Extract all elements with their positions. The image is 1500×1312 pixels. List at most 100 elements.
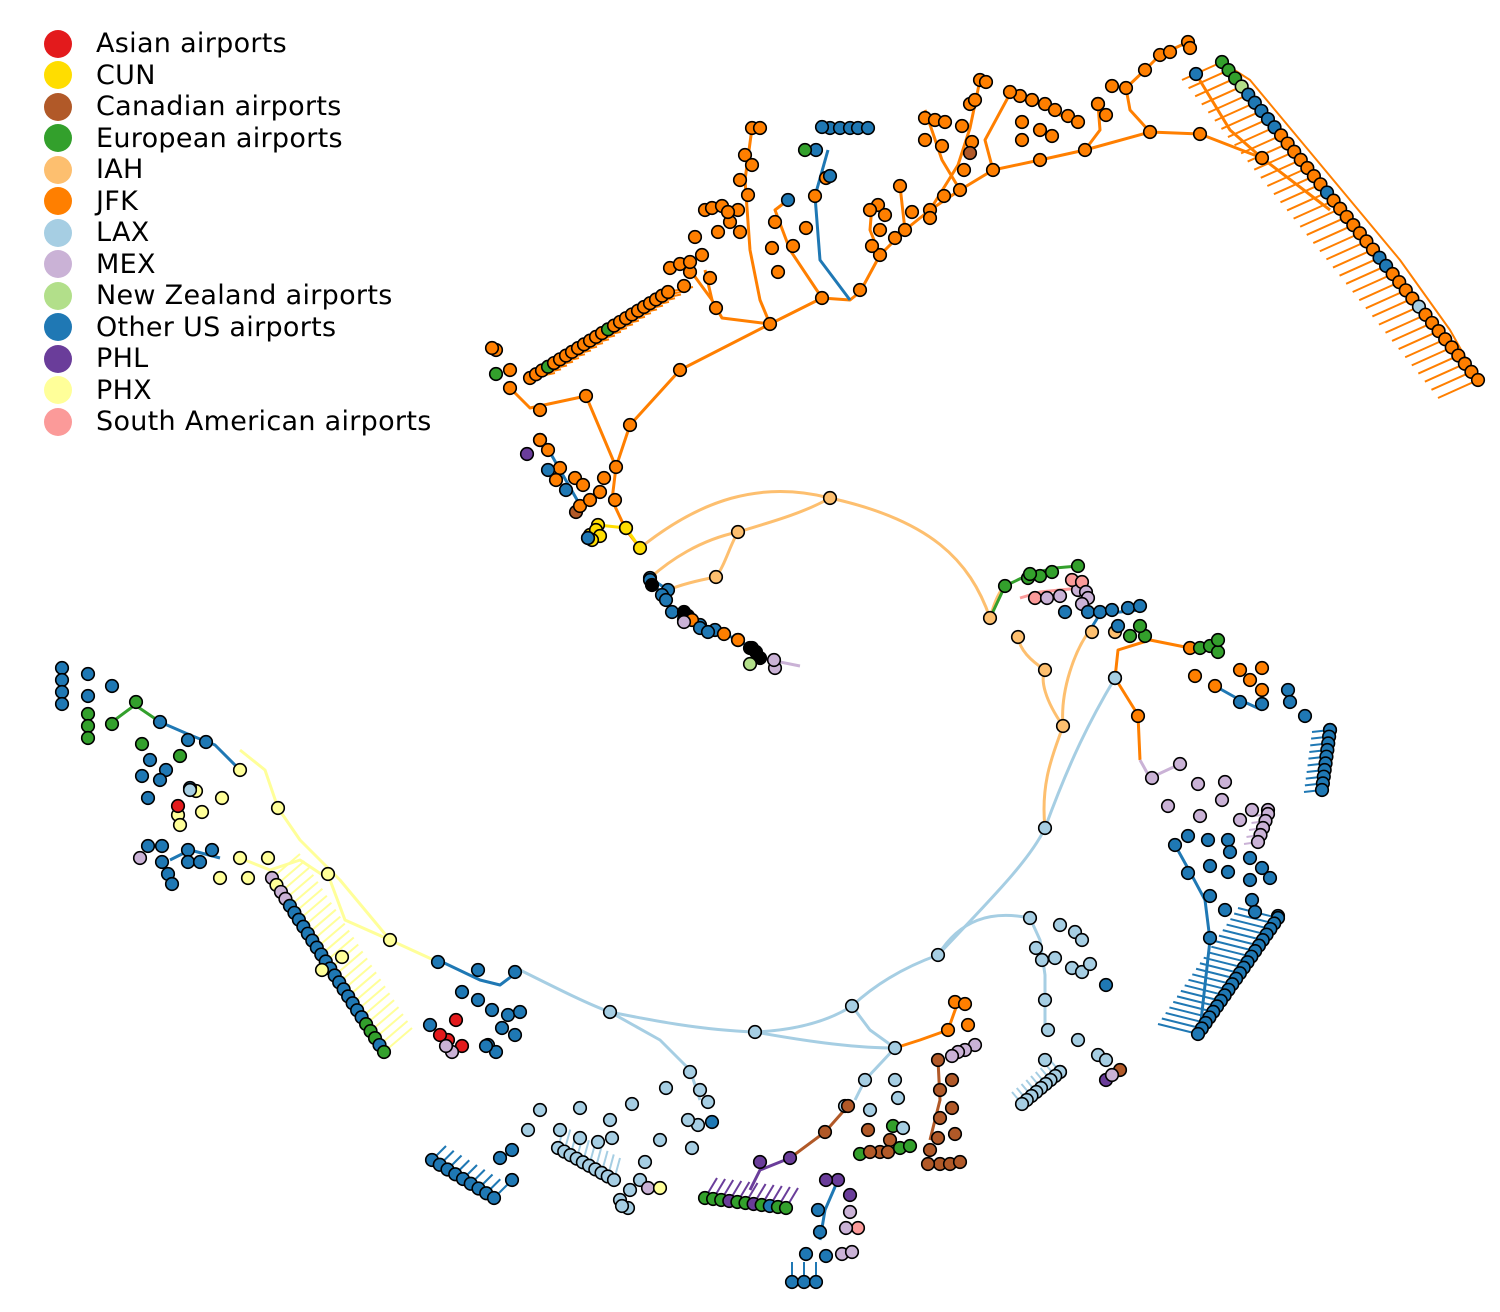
tree-node <box>604 1130 620 1146</box>
tree-node <box>1217 902 1233 918</box>
tree-branch <box>737 496 831 534</box>
tree-branch <box>1358 281 1400 302</box>
tree-branch <box>1365 289 1407 310</box>
tree-node <box>1032 152 1048 168</box>
tree-node <box>676 614 692 630</box>
tree-branch <box>853 1046 897 1101</box>
tree-node <box>1210 644 1226 660</box>
tree-node <box>484 340 500 356</box>
tree-branch <box>894 1001 960 1050</box>
tree-node <box>1024 92 1040 108</box>
tree-node <box>1282 694 1298 710</box>
tree-node <box>1092 604 1108 620</box>
tree-node <box>622 1182 638 1198</box>
tree-node <box>582 492 598 508</box>
tree-node <box>737 147 753 163</box>
legend-item: New Zealand airports <box>44 280 432 312</box>
tree-branch <box>1253 150 1295 171</box>
tree-node <box>504 1142 520 1158</box>
tree-branch <box>1339 256 1380 277</box>
tree-node <box>232 850 248 866</box>
tree-branch <box>754 1030 896 1050</box>
legend-swatch <box>44 187 72 216</box>
tree-node <box>814 290 830 306</box>
tree-branch <box>1240 134 1282 155</box>
tree-node <box>1077 142 1093 158</box>
tree-node <box>520 1122 536 1138</box>
tree-node <box>982 610 998 626</box>
tree-node <box>1242 672 1258 688</box>
tree-node <box>864 238 880 254</box>
tree-node <box>232 762 248 778</box>
tree-node <box>747 1024 763 1040</box>
tree-node <box>850 1220 866 1236</box>
tree-node <box>1207 678 1223 694</box>
tree-node <box>1192 126 1208 142</box>
tree-node <box>852 282 868 298</box>
tree-node <box>1037 992 1053 1008</box>
tree-branch <box>1299 207 1341 228</box>
tree-node <box>132 850 148 866</box>
tree-node <box>700 1094 716 1110</box>
tree-node <box>430 954 446 970</box>
tree-branch <box>1061 629 1092 727</box>
tree-node <box>1254 660 1270 676</box>
tree-node <box>260 850 276 866</box>
tree-node <box>1120 600 1136 616</box>
tree-node <box>764 240 780 256</box>
tree-node <box>1014 132 1030 148</box>
tree-branch <box>159 720 242 772</box>
tree-node <box>672 362 688 378</box>
tree-node <box>1192 808 1208 824</box>
tree-node <box>985 162 1001 178</box>
tree-node <box>540 462 556 478</box>
legend-swatch <box>44 344 72 373</box>
tree-node <box>782 1150 798 1166</box>
tree-branch <box>1273 175 1315 196</box>
legend-item: Asian airports <box>44 28 432 60</box>
tree-node <box>730 632 746 648</box>
tree-node <box>902 1138 918 1154</box>
tree-node <box>1047 102 1063 118</box>
tree-node <box>1280 682 1296 698</box>
tree-node <box>1214 792 1230 808</box>
legend-label: Other US airports <box>96 311 337 343</box>
tree-node <box>1232 694 1248 710</box>
tree-branch <box>508 386 618 468</box>
tree-node <box>1210 632 1226 648</box>
tree-node <box>80 718 96 734</box>
legend-label: Canadian airports <box>96 91 342 123</box>
tree-node <box>214 790 230 806</box>
tree-node <box>1104 78 1120 94</box>
tree-node <box>842 1187 858 1203</box>
tree-branch <box>1194 77 1236 98</box>
tree-node <box>152 772 168 788</box>
tree-node <box>502 362 518 378</box>
tree-node <box>962 145 978 161</box>
tree-node <box>532 432 548 448</box>
tree-branch <box>936 913 1031 956</box>
tree-node <box>54 672 70 688</box>
tree-node <box>1132 618 1148 634</box>
tree-node <box>578 388 594 404</box>
legend-item: PHX <box>44 375 432 407</box>
tree-node <box>314 962 330 978</box>
tree-node <box>1254 696 1270 712</box>
tree-node <box>80 666 96 682</box>
tree-branch <box>1437 379 1479 399</box>
tree-node <box>1070 1032 1086 1048</box>
legend-label: Asian airports <box>96 28 288 60</box>
tree-node <box>1039 590 1055 606</box>
tree-node <box>877 207 893 223</box>
tree-node <box>1202 858 1218 874</box>
tree-branch <box>714 531 740 578</box>
tree-node <box>212 870 228 886</box>
tree-node <box>1028 940 1044 956</box>
tree-node <box>956 162 972 178</box>
tree-node <box>1187 668 1203 684</box>
tree-node <box>932 1110 948 1126</box>
tree-node <box>830 1172 846 1188</box>
tree-node <box>180 732 196 748</box>
tree-branch <box>1293 199 1335 220</box>
tree-node <box>1110 618 1126 634</box>
